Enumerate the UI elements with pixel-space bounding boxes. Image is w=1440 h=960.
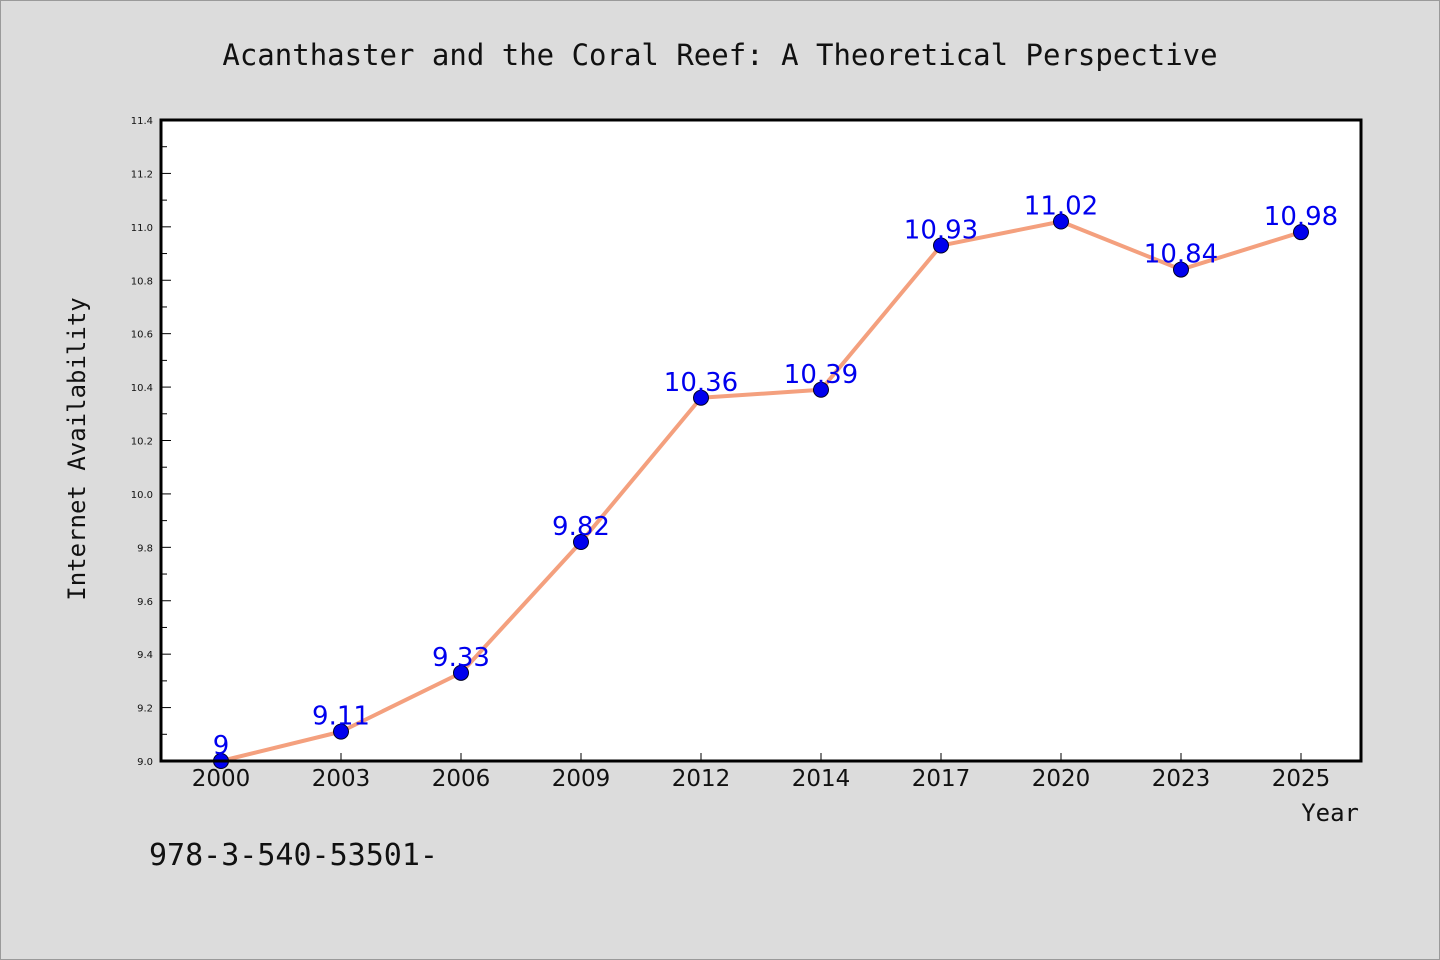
- x-tick-label: 2012: [672, 766, 731, 792]
- y-tick-label: 9.4: [137, 650, 153, 661]
- x-tick-label: 2006: [432, 766, 491, 792]
- chart-title: Acanthaster and the Coral Reef: A Theore…: [222, 38, 1217, 72]
- x-tick-label: 2020: [1032, 766, 1091, 792]
- y-tick-label: 10.6: [131, 330, 153, 341]
- y-tick-label: 9.8: [137, 543, 153, 554]
- x-tick-label: 2023: [1152, 766, 1211, 792]
- data-point: [573, 533, 589, 550]
- data-label: 11.02: [1024, 191, 1098, 221]
- x-tick-label: 2009: [552, 766, 611, 792]
- x-tick-label: 2003: [312, 766, 371, 792]
- data-label: 10.36: [664, 368, 738, 398]
- data-label: 9.11: [312, 702, 370, 732]
- y-tick-label: 11.4: [131, 116, 153, 127]
- y-tick-label: 9.6: [137, 597, 153, 608]
- data-labels: 9 9.11 9.33 9.82 10.36 10.39 10.93 11.02 10.84 10…: [213, 191, 1338, 761]
- data-point: [453, 664, 469, 681]
- data-point: [693, 389, 709, 406]
- data-point: [813, 381, 829, 398]
- footer-code: 978-3-540-53501-: [149, 838, 438, 873]
- data-point: [1173, 261, 1189, 278]
- y-tick-label: 10.8: [131, 276, 153, 287]
- y-tick-label: 11.0: [131, 223, 153, 234]
- plot-frame: [159, 118, 1363, 763]
- data-label: 10.98: [1264, 202, 1338, 232]
- series-layer: [213, 213, 1309, 769]
- series-line: [220, 219, 1302, 763]
- x-tick-label: 2017: [912, 766, 971, 792]
- y-tick-label: 9.2: [137, 704, 153, 715]
- data-label: 9.33: [432, 643, 490, 673]
- data-label: 10.39: [784, 360, 858, 390]
- y-tick-label: 11.2: [131, 169, 153, 180]
- data-point: [1053, 213, 1069, 230]
- x-tick-label: 2025: [1272, 766, 1331, 792]
- data-label: 9: [213, 731, 230, 761]
- x-tick-label: 2014: [792, 766, 851, 792]
- y-axis-ticks: 9.0 9.2 9.4 9.6 9.8 10.0 10.2 10.4 10.6 10.8 11.0 1…: [131, 116, 171, 768]
- data-point: [933, 237, 949, 254]
- data-point: [1293, 224, 1309, 241]
- x-tick-label: 2000: [192, 766, 251, 792]
- y-tick-label: 10.0: [131, 490, 153, 501]
- plot-area: [161, 120, 1361, 761]
- y-tick-label: 10.2: [131, 437, 153, 448]
- x-axis-ticks: 2000 2003 2006 2009 2012 2014 2017 2020 2023 2025: [192, 753, 1331, 792]
- data-label: 10.93: [904, 216, 978, 246]
- x-axis-label: Year: [1301, 799, 1359, 827]
- y-tick-label: 10.4: [131, 383, 153, 394]
- data-point: [333, 723, 349, 740]
- data-label: 9.82: [552, 512, 610, 542]
- y-axis-label: Internet Availability: [63, 297, 91, 600]
- y-tick-label: 9.0: [137, 757, 153, 768]
- data-label: 10.84: [1144, 240, 1218, 270]
